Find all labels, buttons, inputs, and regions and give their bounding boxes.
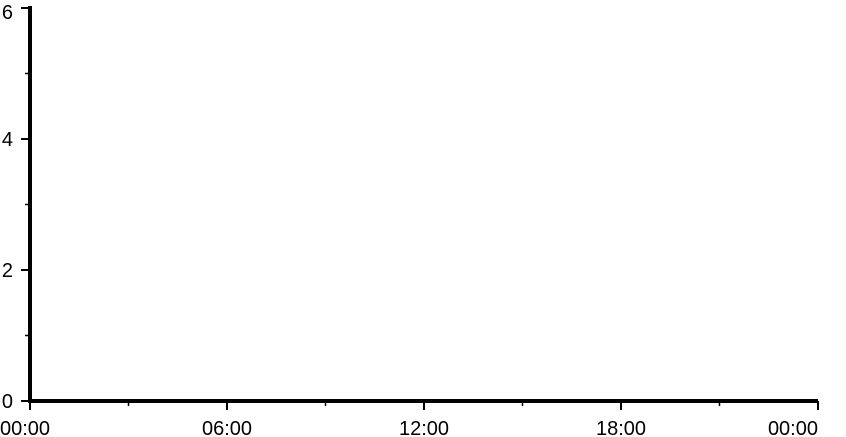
- x-tick-label: 06:00: [202, 418, 252, 437]
- y-tick-label: 2: [2, 260, 13, 282]
- axis-labels: 00:00 06:00 12:00 18:00 00:00 0 2 4 6: [0, 2, 818, 437]
- y-tick-label: 4: [2, 129, 13, 151]
- y-tick-label: 6: [2, 2, 13, 24]
- x-tick-label: 00:00: [0, 418, 50, 437]
- x-tick-label: 12:00: [399, 418, 449, 437]
- y-tick-label: 0: [2, 391, 13, 413]
- x-tick-label: 00:00: [768, 418, 818, 437]
- x-tick-label: 18:00: [596, 418, 646, 437]
- axis-ticks: [21, 7, 819, 410]
